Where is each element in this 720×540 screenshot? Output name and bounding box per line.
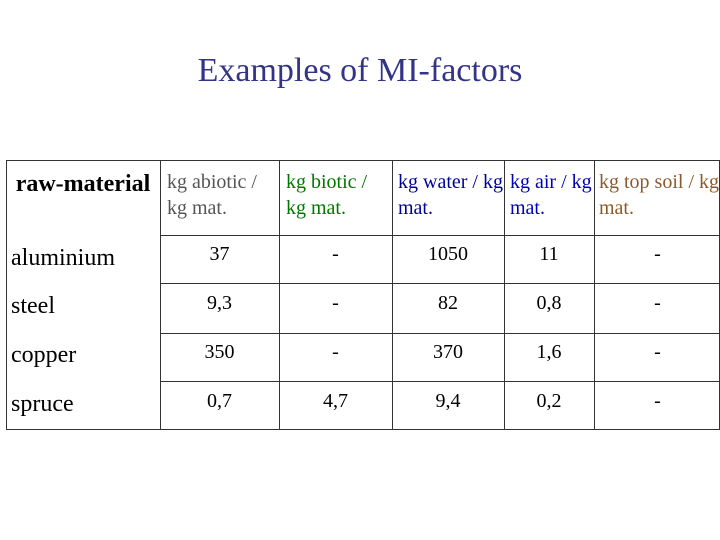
column-header-biotic: kg biotic / kg mat. [286,171,368,219]
table-cell: - [332,243,339,265]
table-cell: - [654,292,661,314]
column-divider [594,161,595,429]
table-cell: 0,2 [536,390,562,412]
mi-factors-table: raw-material kg abiotic / kg mat. kg bio… [6,160,720,430]
column-divider [392,161,393,429]
row-divider [160,381,719,382]
column-header-abiotic: kg abiotic / kg mat. [167,171,257,219]
page-title: Examples of MI-factors [197,52,523,89]
table-cell: 11 [539,243,559,265]
table-cell: 0,8 [536,292,562,314]
row-label-steel: steel [11,293,55,319]
table-cell: - [654,243,661,265]
row-label-copper: copper [11,342,77,368]
row-label-spruce: spruce [11,391,74,417]
table-cell: 370 [433,341,463,363]
row-divider [160,333,719,334]
column-header-water: kg water / kg mat. [398,171,503,219]
table-cell: 9,4 [435,390,461,412]
table-cell: - [332,341,339,363]
table-cell: 350 [204,341,235,363]
table-cell: 0,7 [207,390,232,412]
table-cell: 1,6 [536,341,562,363]
row-divider [160,283,719,284]
row-label-aluminium: aluminium [11,245,115,271]
table-cell: 1050 [428,243,468,265]
table-cell: 37 [209,243,230,265]
table-cell: - [332,292,339,314]
column-divider [279,161,280,429]
table-cell: 9,3 [207,292,232,314]
table-cell: - [654,390,661,412]
table-cell: 82 [438,292,458,314]
column-divider [504,161,505,429]
column-divider [160,161,161,429]
column-header-topsoil: kg top soil / kg mat. [599,171,720,219]
table-cell: 4,7 [323,390,348,412]
table-cell: - [654,341,661,363]
row-header-label: raw-material [15,171,151,197]
row-divider [160,235,719,236]
column-header-air: kg air / kg mat. [510,171,592,219]
